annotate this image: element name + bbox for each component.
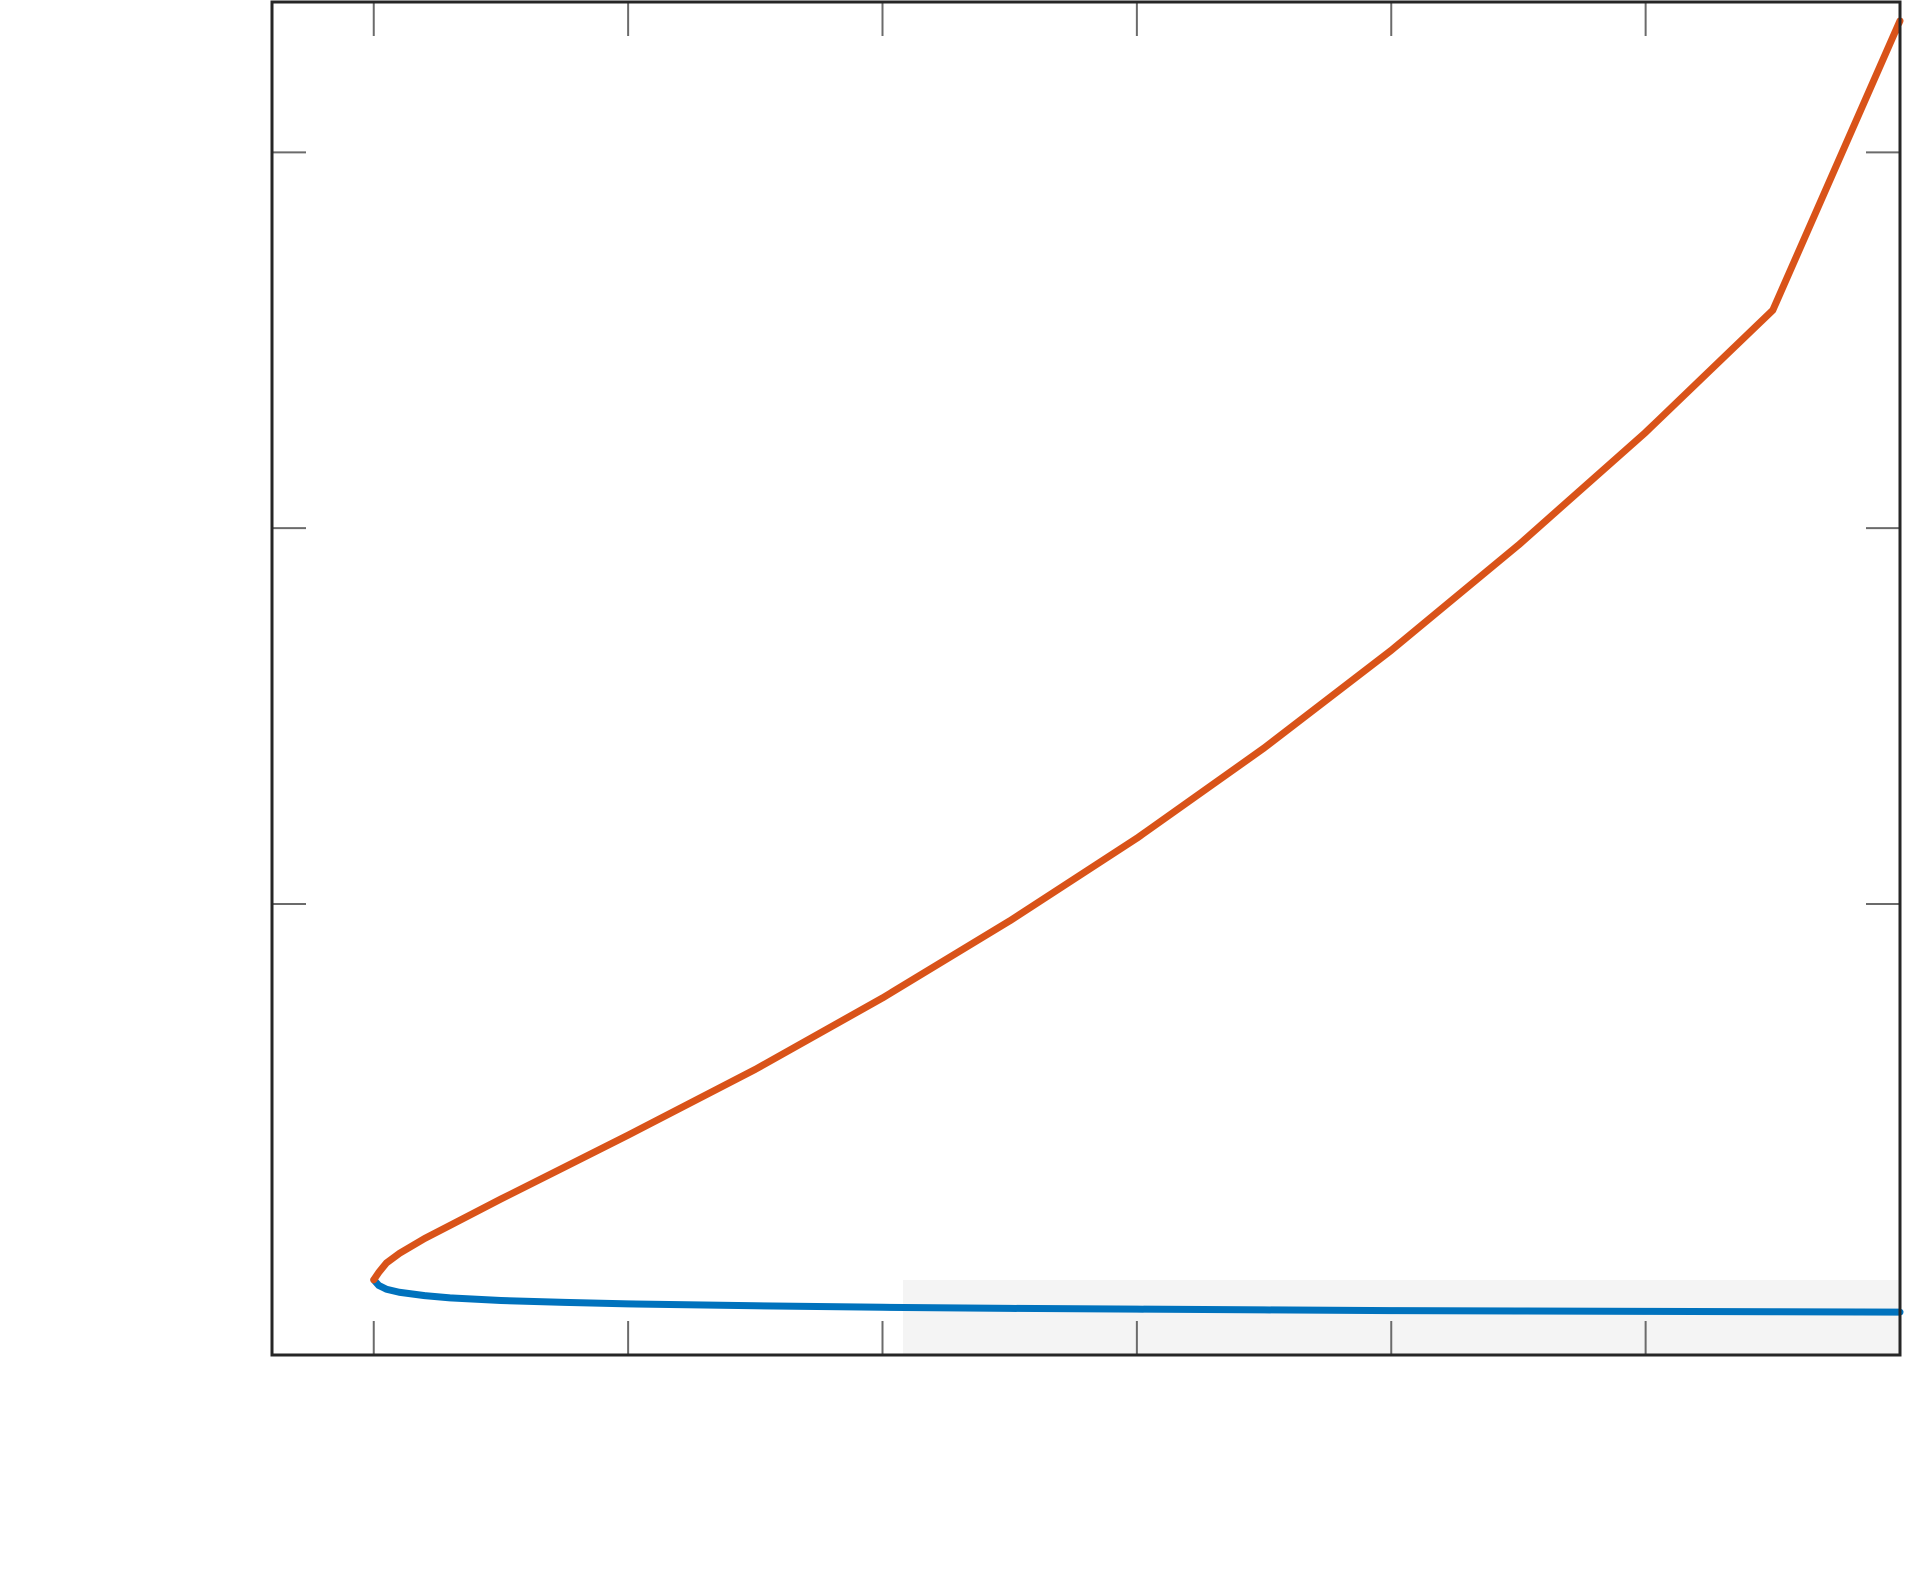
ticks-layer [272,2,1900,1355]
series-line-0 [370,1276,1904,1316]
bottom-right-shade [903,1280,1900,1355]
plot-area [272,2,1900,1355]
series-line-1 [370,17,1904,1284]
axes-box [270,0,1902,1357]
series-layer [370,17,1904,1316]
